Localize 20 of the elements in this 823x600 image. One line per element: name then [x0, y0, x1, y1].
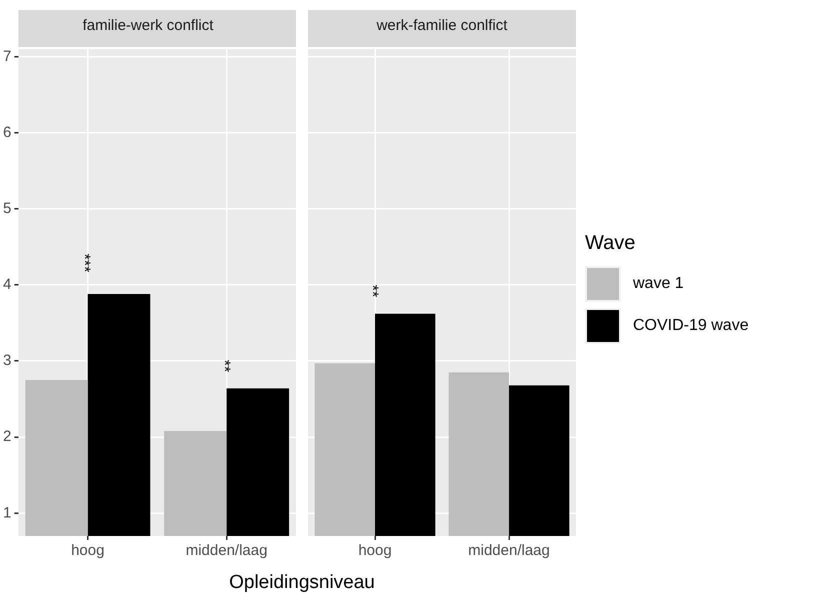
y-tick-label: 7 [3, 48, 12, 65]
annotation: ** [216, 360, 233, 372]
annotation: ** [364, 284, 381, 298]
annotation: *** [76, 254, 93, 272]
y-tick-label: 5 [3, 200, 12, 217]
chart-title: familie-werk conflict [82, 17, 214, 34]
x-tick-label: hoog [71, 542, 104, 560]
x-axis-title: Opleidingsniveau [228, 572, 376, 594]
legend-label: COVID-19 wave [633, 317, 749, 335]
x-tick-label: midden/laag [186, 542, 268, 560]
legend-label: wave 1 [633, 275, 684, 293]
y-tick-label: 2 [3, 428, 12, 446]
y-tick-label: 3 [3, 352, 12, 370]
y-tick-label: 6 [3, 124, 12, 141]
y-tick-label: 1 [3, 504, 12, 522]
x-tick-label: hoog [358, 542, 392, 560]
y-tick-label: 4 [3, 276, 12, 294]
legend-title: Wave [585, 232, 636, 255]
chart-title: werk-familie conlfict [376, 17, 508, 34]
x-tick-label: midden/laag [468, 542, 550, 560]
